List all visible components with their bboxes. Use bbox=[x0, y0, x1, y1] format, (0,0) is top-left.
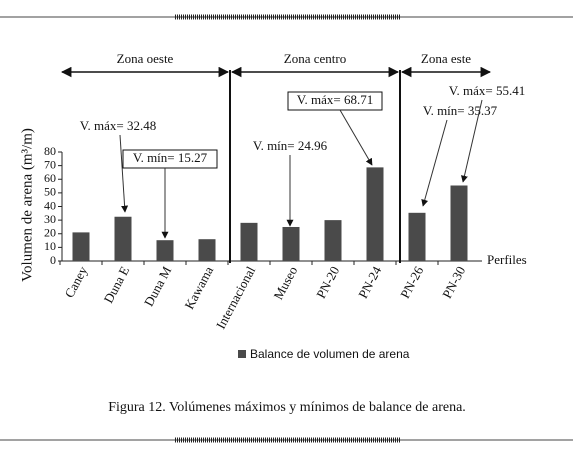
x-axis-label: Perfiles bbox=[487, 252, 527, 267]
bar bbox=[72, 232, 90, 261]
x-tick-label: PN-26 bbox=[397, 263, 426, 300]
annotation-box bbox=[122, 149, 218, 169]
bar bbox=[408, 212, 426, 261]
bar bbox=[198, 239, 216, 261]
zone-label: Zona centro bbox=[284, 51, 346, 66]
x-tick-label: Internacional bbox=[213, 263, 259, 331]
bar bbox=[282, 226, 300, 261]
x-tick-label: PN-24 bbox=[355, 263, 384, 300]
bar bbox=[366, 167, 384, 261]
x-tick-label: Caney bbox=[61, 263, 90, 300]
annotation: V. mín= 15.27 bbox=[133, 150, 208, 165]
y-tick-label: 60 bbox=[44, 171, 56, 185]
x-tick-label: Museo bbox=[270, 264, 300, 302]
legend-swatch bbox=[238, 350, 246, 358]
annotation: V. máx= 32.48 bbox=[80, 118, 156, 133]
y-tick-label: 20 bbox=[44, 226, 56, 240]
annotation: V. mín= 24.96 bbox=[253, 138, 328, 153]
y-tick-label: 30 bbox=[44, 212, 56, 226]
annotation: V. mín= 35.37 bbox=[423, 103, 498, 118]
x-tick-label: Duna M bbox=[141, 263, 175, 308]
bar bbox=[324, 220, 342, 261]
x-tick-label: Duna E bbox=[101, 264, 133, 306]
y-tick-label: 10 bbox=[44, 239, 56, 253]
y-tick-label: 50 bbox=[44, 185, 56, 199]
zone-label: Zona oeste bbox=[117, 51, 174, 66]
legend-label: Balance de volumen de arena bbox=[250, 347, 410, 361]
y-tick-label: 80 bbox=[44, 144, 56, 158]
x-tick-label: Kawama bbox=[181, 264, 216, 312]
x-tick-label: PN-30 bbox=[439, 264, 468, 301]
annotation-arrow bbox=[421, 119, 448, 207]
annotation-arrow bbox=[339, 109, 373, 166]
x-tick-label: PN-20 bbox=[313, 264, 342, 301]
bar bbox=[156, 240, 174, 261]
annotation: V. máx= 68.71 bbox=[297, 92, 373, 107]
annotation-arrow bbox=[119, 134, 129, 213]
y-tick-label: 70 bbox=[44, 157, 56, 171]
y-axis-label: Volumen de arena (m³/m) bbox=[19, 128, 35, 282]
caption: Figura 12. Volúmenes máximos y mínimos d… bbox=[108, 400, 466, 415]
y-tick-label: 0 bbox=[50, 253, 56, 267]
bar bbox=[114, 216, 132, 261]
y-tick-label: 40 bbox=[44, 198, 56, 212]
annotation-arrow bbox=[461, 99, 483, 183]
bar bbox=[450, 185, 468, 261]
annotation-box bbox=[287, 91, 383, 111]
zone-label: Zona este bbox=[421, 51, 471, 66]
annotation: V. máx= 55.41 bbox=[449, 83, 525, 98]
bar bbox=[240, 222, 258, 261]
